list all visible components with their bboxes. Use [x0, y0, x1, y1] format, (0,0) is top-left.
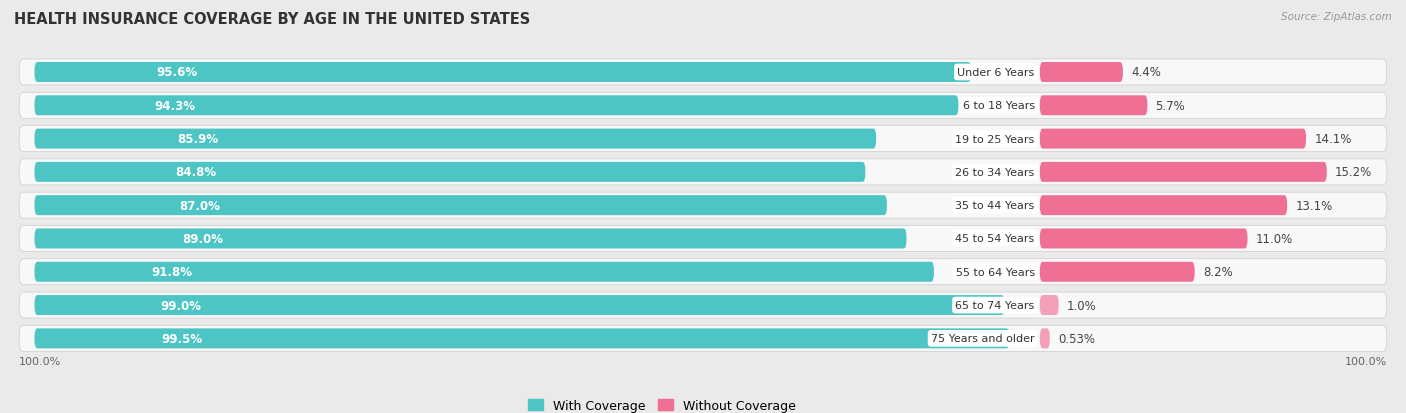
FancyBboxPatch shape: [20, 292, 1386, 318]
FancyBboxPatch shape: [20, 325, 1386, 351]
FancyBboxPatch shape: [35, 162, 865, 183]
FancyBboxPatch shape: [35, 129, 876, 149]
Text: 55 to 64 Years: 55 to 64 Years: [956, 267, 1035, 277]
FancyBboxPatch shape: [1040, 295, 1059, 315]
FancyBboxPatch shape: [20, 226, 1386, 252]
Text: 65 to 74 Years: 65 to 74 Years: [956, 300, 1035, 310]
Text: 94.3%: 94.3%: [155, 100, 195, 112]
FancyBboxPatch shape: [1040, 229, 1247, 249]
Text: HEALTH INSURANCE COVERAGE BY AGE IN THE UNITED STATES: HEALTH INSURANCE COVERAGE BY AGE IN THE …: [14, 12, 530, 27]
Text: 11.0%: 11.0%: [1256, 233, 1294, 245]
FancyBboxPatch shape: [1040, 96, 1147, 116]
FancyBboxPatch shape: [35, 196, 887, 216]
Text: 26 to 34 Years: 26 to 34 Years: [956, 167, 1035, 178]
FancyBboxPatch shape: [1040, 196, 1286, 216]
Text: 15.2%: 15.2%: [1334, 166, 1372, 179]
Text: 100.0%: 100.0%: [1344, 356, 1386, 366]
Text: Under 6 Years: Under 6 Years: [957, 68, 1035, 78]
FancyBboxPatch shape: [1040, 129, 1306, 149]
Text: 1.0%: 1.0%: [1067, 299, 1097, 312]
FancyBboxPatch shape: [20, 159, 1386, 185]
FancyBboxPatch shape: [1040, 162, 1327, 183]
Text: 5.7%: 5.7%: [1156, 100, 1185, 112]
FancyBboxPatch shape: [1040, 63, 1123, 83]
FancyBboxPatch shape: [20, 93, 1386, 119]
Text: 75 Years and older: 75 Years and older: [931, 334, 1035, 344]
Text: 13.1%: 13.1%: [1295, 199, 1333, 212]
Text: 89.0%: 89.0%: [183, 233, 224, 245]
FancyBboxPatch shape: [20, 60, 1386, 86]
FancyBboxPatch shape: [1040, 329, 1050, 349]
Text: 100.0%: 100.0%: [20, 356, 62, 366]
FancyBboxPatch shape: [20, 193, 1386, 218]
FancyBboxPatch shape: [35, 96, 959, 116]
FancyBboxPatch shape: [1040, 262, 1195, 282]
Text: 35 to 44 Years: 35 to 44 Years: [956, 201, 1035, 211]
Legend: With Coverage, Without Coverage: With Coverage, Without Coverage: [523, 394, 800, 413]
Text: Source: ZipAtlas.com: Source: ZipAtlas.com: [1281, 12, 1392, 22]
FancyBboxPatch shape: [35, 329, 1010, 349]
Text: 19 to 25 Years: 19 to 25 Years: [956, 134, 1035, 144]
FancyBboxPatch shape: [35, 229, 907, 249]
FancyBboxPatch shape: [20, 126, 1386, 152]
Text: 99.5%: 99.5%: [162, 332, 202, 345]
Text: 14.1%: 14.1%: [1315, 133, 1351, 146]
Text: 0.53%: 0.53%: [1057, 332, 1095, 345]
Text: 95.6%: 95.6%: [156, 66, 197, 79]
FancyBboxPatch shape: [35, 262, 934, 282]
Text: 84.8%: 84.8%: [176, 166, 217, 179]
Text: 45 to 54 Years: 45 to 54 Years: [956, 234, 1035, 244]
Text: 87.0%: 87.0%: [180, 199, 221, 212]
Text: 8.2%: 8.2%: [1202, 266, 1233, 279]
FancyBboxPatch shape: [35, 295, 1004, 315]
Text: 4.4%: 4.4%: [1130, 66, 1161, 79]
Text: 99.0%: 99.0%: [160, 299, 201, 312]
FancyBboxPatch shape: [20, 259, 1386, 285]
Text: 91.8%: 91.8%: [152, 266, 193, 279]
Text: 85.9%: 85.9%: [177, 133, 219, 146]
FancyBboxPatch shape: [35, 63, 972, 83]
Text: 6 to 18 Years: 6 to 18 Years: [963, 101, 1035, 111]
